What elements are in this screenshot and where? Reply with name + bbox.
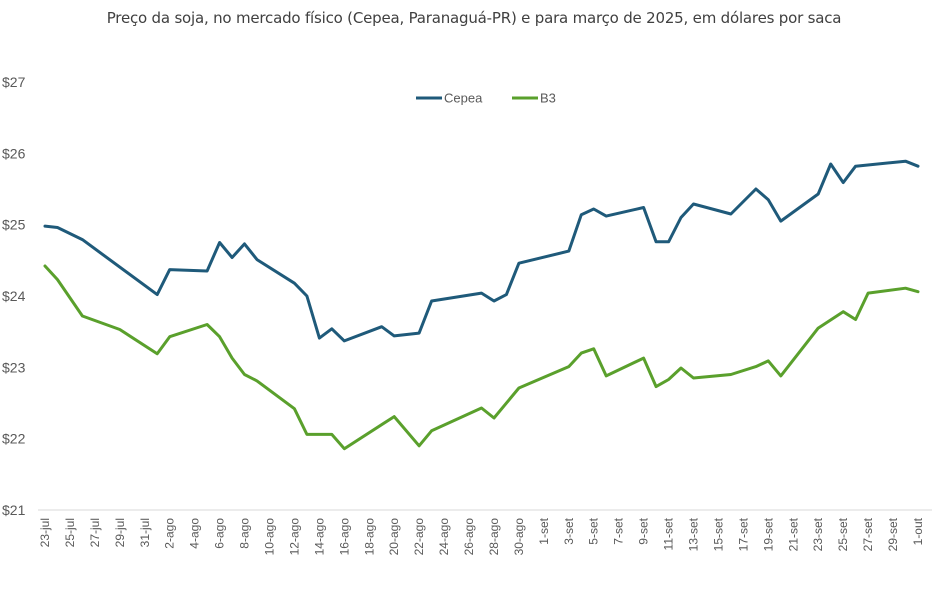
x-tick-label: 19-set	[761, 517, 775, 551]
x-tick-label: 4-ago	[188, 518, 202, 549]
x-tick-label: 28-ago	[487, 518, 501, 556]
x-tick-label: 27-set	[861, 517, 875, 551]
legend: Cepea B3	[416, 91, 556, 106]
y-tick-label: $24	[2, 288, 26, 304]
x-tick-label: 17-set	[736, 517, 750, 551]
series-layer	[43, 159, 920, 451]
x-tick-label: 18-ago	[362, 518, 376, 556]
x-axis: 23-jul 25-jul 27-jul 29-jul 31-jul 2-ago 4-ago…	[38, 517, 925, 555]
x-tick-label: 1-out	[911, 517, 925, 545]
x-tick-label: 12-ago	[287, 518, 301, 556]
x-tick-label: 31-jul	[138, 518, 152, 547]
x-tick-label: 3-set	[562, 517, 576, 544]
x-tick-label: 26-ago	[462, 518, 476, 556]
x-tick-label: 23-jul	[38, 518, 52, 547]
series-line-cepea	[43, 159, 920, 343]
y-tick-label: $23	[2, 359, 26, 375]
x-tick-label: 27-jul	[88, 518, 102, 547]
x-tick-label: 10-ago	[262, 518, 276, 556]
x-tick-label: 13-set	[687, 517, 701, 551]
x-tick-label: 22-ago	[412, 518, 426, 556]
x-tick-label: 1-set	[537, 517, 551, 544]
x-tick-label: 20-ago	[387, 518, 401, 556]
y-axis: $21 $22 $23 $24 $25 $26 $27	[2, 74, 26, 518]
y-tick-label: $26	[2, 145, 26, 161]
x-tick-label: 21-set	[786, 517, 800, 551]
y-tick-label: $27	[2, 74, 26, 90]
x-tick-label: 23-set	[811, 517, 825, 551]
x-tick-label: 15-set	[711, 517, 725, 551]
y-tick-label: $25	[2, 217, 26, 233]
x-tick-label: 30-ago	[512, 518, 526, 556]
x-tick-label: 2-ago	[163, 518, 177, 549]
x-tick-label: 25-jul	[63, 518, 77, 547]
x-tick-label: 29-jul	[113, 518, 127, 547]
x-tick-label: 16-ago	[337, 518, 351, 556]
x-tick-label: 7-set	[612, 517, 626, 544]
legend-label-cepea: Cepea	[444, 91, 483, 106]
x-tick-label: 8-ago	[238, 518, 252, 549]
x-tick-label: 5-set	[587, 517, 601, 544]
y-tick-label: $22	[2, 431, 26, 447]
x-tick-label: 11-set	[662, 517, 676, 550]
x-tick-label: 24-ago	[437, 518, 451, 556]
x-tick-label: 25-set	[836, 517, 850, 551]
x-tick-label: 6-ago	[213, 518, 227, 549]
x-tick-label: 29-set	[886, 517, 900, 551]
x-tick-label: 9-set	[637, 517, 651, 544]
x-tick-label: 14-ago	[312, 518, 326, 556]
y-tick-label: $21	[2, 502, 26, 518]
legend-label-b3: B3	[540, 91, 556, 106]
chart-title: Preço da soja, no mercado físico (Cepea,…	[106, 9, 842, 27]
series-line-b3	[43, 264, 920, 451]
